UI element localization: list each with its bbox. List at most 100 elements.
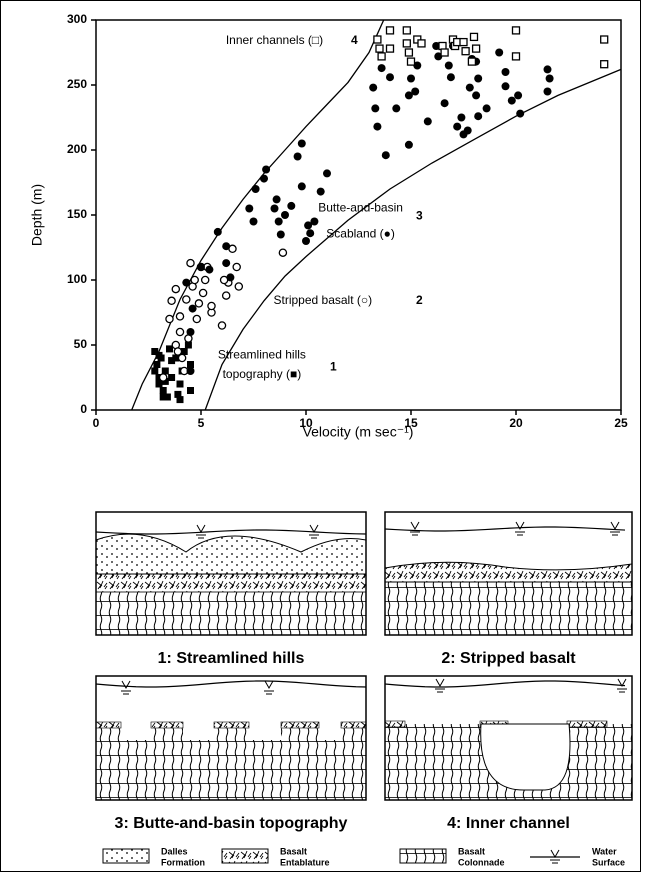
point bbox=[184, 341, 192, 349]
water-symbol bbox=[309, 524, 319, 539]
point bbox=[222, 259, 231, 268]
point bbox=[186, 367, 195, 375]
boundary-curve bbox=[204, 68, 622, 411]
colonnade bbox=[96, 592, 366, 635]
butte-cap bbox=[150, 721, 184, 729]
point bbox=[381, 151, 390, 160]
point bbox=[411, 87, 420, 96]
water-symbol bbox=[264, 680, 274, 695]
point bbox=[234, 282, 244, 291]
series-label: Streamlined hills bbox=[218, 348, 306, 362]
water-line bbox=[95, 680, 367, 688]
point bbox=[281, 211, 289, 219]
point bbox=[213, 227, 222, 236]
butte-cap bbox=[340, 721, 367, 729]
point bbox=[200, 275, 210, 285]
point bbox=[232, 262, 241, 272]
water-symbol bbox=[617, 678, 627, 693]
point bbox=[543, 65, 552, 74]
panel-caption: 1: Streamlined hills bbox=[158, 650, 305, 667]
x-tick-label: 0 bbox=[93, 416, 100, 430]
point bbox=[514, 91, 523, 100]
point bbox=[469, 32, 479, 42]
point bbox=[165, 314, 174, 324]
point bbox=[158, 373, 168, 382]
point bbox=[407, 74, 415, 83]
point bbox=[463, 126, 472, 135]
point bbox=[180, 348, 188, 355]
point bbox=[453, 122, 462, 131]
water-line bbox=[384, 526, 626, 532]
water-symbol bbox=[410, 521, 420, 536]
series-label: topography (■) bbox=[223, 367, 302, 381]
point bbox=[501, 68, 510, 76]
series-number: 2 bbox=[416, 293, 423, 307]
point bbox=[176, 380, 184, 388]
point bbox=[194, 299, 204, 308]
point bbox=[375, 44, 384, 53]
point bbox=[373, 122, 382, 131]
point bbox=[385, 44, 395, 53]
point bbox=[207, 301, 216, 311]
point bbox=[404, 140, 413, 149]
y-tick-label: 100 bbox=[67, 272, 87, 286]
point bbox=[192, 314, 202, 324]
point bbox=[175, 312, 185, 321]
diagrams: 1: Streamlined hills 2: Stripped basalt 3:… bbox=[95, 511, 633, 867]
point bbox=[432, 42, 441, 50]
point bbox=[434, 52, 443, 61]
point bbox=[245, 204, 254, 213]
water-symbol bbox=[435, 678, 445, 693]
point bbox=[187, 387, 194, 394]
point bbox=[423, 117, 432, 126]
point bbox=[182, 278, 191, 287]
series-number: 3 bbox=[416, 208, 423, 222]
panel-frame bbox=[384, 511, 633, 636]
point bbox=[501, 82, 510, 91]
point bbox=[306, 229, 315, 238]
panel-frame bbox=[95, 511, 367, 636]
point bbox=[293, 152, 302, 161]
dalles bbox=[95, 533, 367, 575]
point bbox=[276, 230, 285, 239]
legend-label: Surface bbox=[592, 857, 625, 867]
point bbox=[168, 374, 176, 381]
point bbox=[190, 275, 199, 285]
cap bbox=[384, 720, 406, 728]
y-tick-label: 250 bbox=[67, 77, 87, 91]
legend-swatch bbox=[102, 848, 150, 864]
water-symbol bbox=[196, 524, 206, 539]
water-symbol bbox=[515, 521, 525, 536]
series-label: Scabland (●) bbox=[326, 227, 395, 241]
point bbox=[377, 64, 386, 73]
point bbox=[197, 263, 205, 271]
point bbox=[457, 113, 466, 122]
series-label: Butte-and-basin bbox=[318, 201, 403, 215]
point bbox=[459, 37, 468, 47]
panel-frame bbox=[95, 675, 367, 801]
point bbox=[404, 48, 414, 57]
point bbox=[287, 201, 296, 210]
series-number: 4 bbox=[351, 33, 358, 47]
legend-swatch bbox=[399, 848, 447, 864]
point bbox=[413, 61, 422, 70]
x-tick-label: 5 bbox=[198, 416, 205, 430]
colonnade bbox=[96, 740, 366, 800]
point bbox=[444, 61, 453, 70]
y-tick-label: 150 bbox=[67, 207, 87, 221]
point bbox=[402, 26, 411, 35]
point bbox=[406, 57, 416, 66]
point bbox=[440, 99, 449, 108]
panel-caption: 3: Butte-and-basin topography bbox=[115, 815, 348, 832]
point bbox=[159, 387, 167, 394]
y-tick-label: 300 bbox=[67, 12, 87, 26]
legend-label: Dalles bbox=[161, 846, 188, 856]
point bbox=[251, 185, 260, 193]
point bbox=[297, 139, 306, 148]
legend-label: Water bbox=[592, 846, 617, 856]
point bbox=[385, 26, 395, 35]
point bbox=[417, 39, 426, 48]
point bbox=[471, 44, 481, 53]
point bbox=[278, 248, 288, 257]
point bbox=[392, 104, 401, 113]
